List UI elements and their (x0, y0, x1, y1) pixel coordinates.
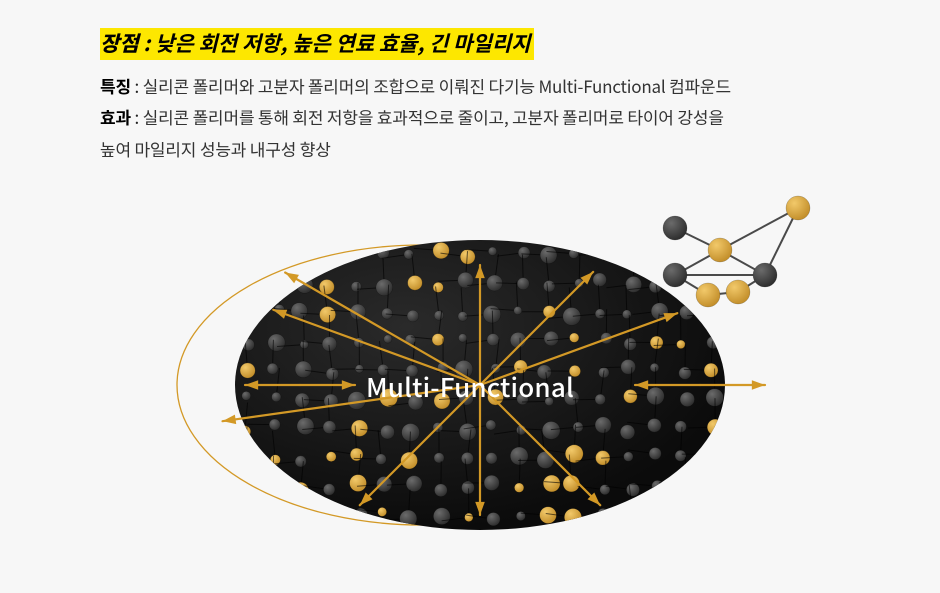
effect-sep: : (131, 104, 143, 129)
effect-value-1: 실리콘 폴리머를 통해 회전 저항을 효과적으로 줄이고, 고분자 폴리머로 타… (143, 104, 724, 129)
headline-value: 낮은 회전 저항, 높은 연료 효율, 긴 마일리지 (155, 28, 530, 58)
headline-label: 장점 (100, 28, 139, 58)
headline-advantage: 장점 : 낮은 회전 저항, 높은 연료 효율, 긴 마일리지 (100, 28, 534, 60)
effect-line-1: 효과 : 실리콘 폴리머를 통해 회전 저항을 효과적으로 줄이고, 고분자 폴… (100, 101, 840, 132)
compound-diagram-svg (0, 195, 940, 593)
feature-line: 특징 : 실리콘 폴리머와 고분자 폴리머의 조합으로 이뤄진 다기능 Mult… (100, 70, 840, 101)
effect-line-2: 높여 마일리지 성능과 내구성 향상 (100, 133, 840, 164)
compound-diagram (0, 195, 940, 593)
feature-value: 실리콘 폴리머와 고분자 폴리머의 조합으로 이뤄진 다기능 Multi-Fun… (143, 73, 731, 98)
feature-sep: : (131, 73, 143, 98)
feature-label: 특징 (100, 73, 131, 98)
headline-sep: : (139, 28, 155, 58)
effect-value-2: 높여 마일리지 성능과 내구성 향상 (100, 136, 331, 161)
effect-label: 효과 (100, 104, 131, 129)
